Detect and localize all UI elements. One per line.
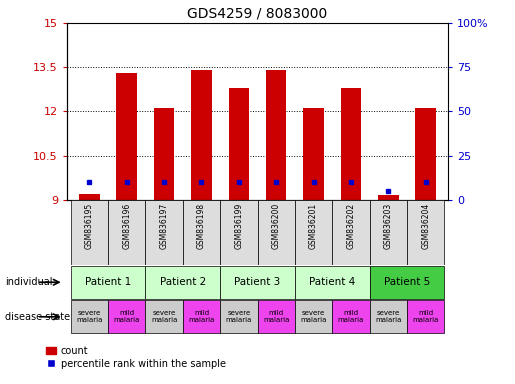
FancyBboxPatch shape xyxy=(332,300,370,333)
FancyBboxPatch shape xyxy=(220,266,295,299)
Text: Patient 3: Patient 3 xyxy=(234,277,281,287)
FancyBboxPatch shape xyxy=(220,200,258,265)
Bar xyxy=(116,73,137,200)
Text: GSM836198: GSM836198 xyxy=(197,203,206,249)
Bar xyxy=(229,88,249,200)
Bar xyxy=(266,70,286,200)
FancyBboxPatch shape xyxy=(295,300,332,333)
Text: severe
malaria: severe malaria xyxy=(226,310,252,323)
FancyBboxPatch shape xyxy=(295,200,332,265)
Text: mild
malaria: mild malaria xyxy=(113,310,140,323)
FancyBboxPatch shape xyxy=(108,300,145,333)
Bar xyxy=(303,108,324,200)
Text: GSM836196: GSM836196 xyxy=(122,203,131,249)
FancyBboxPatch shape xyxy=(370,200,407,265)
Text: severe
malaria: severe malaria xyxy=(76,310,102,323)
Text: mild
malaria: mild malaria xyxy=(338,310,364,323)
FancyBboxPatch shape xyxy=(370,300,407,333)
Bar xyxy=(416,108,436,200)
FancyBboxPatch shape xyxy=(108,200,145,265)
Text: GSM836203: GSM836203 xyxy=(384,203,393,249)
Text: severe
malaria: severe malaria xyxy=(300,310,327,323)
FancyBboxPatch shape xyxy=(145,300,183,333)
Text: Patient 4: Patient 4 xyxy=(309,277,355,287)
Text: GSM836201: GSM836201 xyxy=(309,203,318,249)
FancyBboxPatch shape xyxy=(71,300,108,333)
Text: GSM836197: GSM836197 xyxy=(160,203,168,249)
FancyBboxPatch shape xyxy=(370,266,444,299)
FancyBboxPatch shape xyxy=(407,200,444,265)
FancyBboxPatch shape xyxy=(332,200,370,265)
FancyBboxPatch shape xyxy=(71,200,108,265)
Text: Patient 5: Patient 5 xyxy=(384,277,430,287)
FancyBboxPatch shape xyxy=(183,200,220,265)
FancyBboxPatch shape xyxy=(145,200,183,265)
Bar xyxy=(79,194,99,200)
FancyBboxPatch shape xyxy=(183,300,220,333)
Text: disease state: disease state xyxy=(5,312,70,322)
Text: GSM836195: GSM836195 xyxy=(85,203,94,249)
FancyBboxPatch shape xyxy=(258,200,295,265)
Text: severe
malaria: severe malaria xyxy=(375,310,402,323)
Text: individual: individual xyxy=(5,277,53,287)
FancyBboxPatch shape xyxy=(258,300,295,333)
Text: mild
malaria: mild malaria xyxy=(188,310,215,323)
FancyBboxPatch shape xyxy=(407,300,444,333)
Title: GDS4259 / 8083000: GDS4259 / 8083000 xyxy=(187,7,328,20)
Bar xyxy=(340,88,361,200)
Text: mild
malaria: mild malaria xyxy=(263,310,289,323)
Text: severe
malaria: severe malaria xyxy=(151,310,177,323)
Text: Patient 1: Patient 1 xyxy=(85,277,131,287)
Bar xyxy=(191,70,212,200)
Legend: count, percentile rank within the sample: count, percentile rank within the sample xyxy=(46,346,226,369)
FancyBboxPatch shape xyxy=(295,266,370,299)
Text: GSM836202: GSM836202 xyxy=(347,203,355,249)
FancyBboxPatch shape xyxy=(71,266,145,299)
Text: GSM836204: GSM836204 xyxy=(421,203,430,249)
Bar xyxy=(378,195,399,200)
FancyBboxPatch shape xyxy=(220,300,258,333)
Text: mild
malaria: mild malaria xyxy=(413,310,439,323)
FancyBboxPatch shape xyxy=(145,266,220,299)
Text: Patient 2: Patient 2 xyxy=(160,277,206,287)
Text: GSM836200: GSM836200 xyxy=(272,203,281,249)
Text: GSM836199: GSM836199 xyxy=(234,203,243,249)
Bar xyxy=(154,108,175,200)
